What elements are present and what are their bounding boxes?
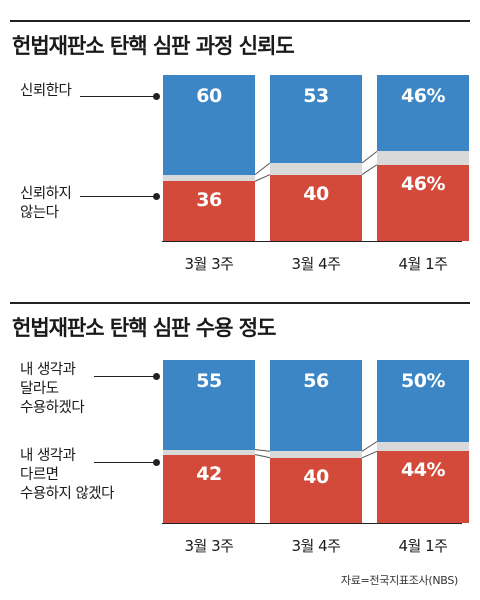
x-tick-label: 3월 4주 [291, 537, 341, 555]
legend-leader-line [80, 96, 155, 97]
bar-segment-gray [270, 451, 362, 458]
legend-label-line: 수용하겠다 [20, 400, 85, 416]
legend-dot [153, 93, 160, 100]
chart-title: 헌법재판소 탄핵 심판 수용 정도 [12, 316, 276, 340]
x-axis-line [162, 523, 462, 524]
legend-dot [153, 459, 160, 466]
bar-segment-red [163, 454, 255, 523]
bar-segment-red [163, 181, 255, 241]
data-label-red: 46% [401, 172, 445, 195]
bar-segment-gray [270, 162, 362, 175]
legend-dot [153, 373, 160, 380]
legend-dot [153, 193, 160, 200]
legend-leader-line [80, 196, 155, 197]
data-label-red: 36 [196, 189, 222, 212]
connector-red [254, 454, 271, 459]
data-label-red: 42 [196, 462, 222, 485]
bar-segment-red [377, 451, 469, 523]
legend-leader-line [93, 376, 155, 377]
legend-leader-line [93, 462, 155, 463]
bar-segment-red [270, 457, 362, 523]
x-tick-label: 4월 1주 [398, 537, 448, 555]
data-label-red: 40 [303, 465, 329, 488]
x-tick-label: 3월 3주 [184, 255, 234, 273]
legend-label-line: 내 생각과 [20, 362, 76, 378]
connector-red [361, 450, 378, 459]
bar-segment-red [270, 174, 362, 241]
chart-top-rule [10, 302, 470, 304]
bar-segment-blue [270, 75, 362, 163]
connector-blue [361, 441, 378, 452]
connector-blue [254, 162, 271, 175]
bar-segment-blue [163, 75, 255, 175]
data-label-blue: 60 [196, 85, 222, 107]
legend-label-line: 다르면 [20, 467, 59, 483]
x-tick-label: 3월 4주 [291, 255, 341, 273]
x-tick-label: 3월 3주 [184, 537, 234, 555]
legend-label-line: 수용하지 않겠다 [20, 486, 115, 502]
chart-top-rule [10, 20, 470, 22]
legend-label-line: 신뢰하지 [20, 186, 72, 202]
chart-title: 헌법재판소 탄핵 심판 과정 신뢰도 [12, 34, 295, 58]
data-label-blue: 55 [196, 370, 222, 392]
bar-segment-blue [270, 360, 362, 452]
bar-segment-blue [377, 360, 469, 442]
legend-label-line: 않는다 [20, 205, 59, 221]
data-label-red: 44% [401, 459, 445, 482]
connector-red [361, 164, 378, 176]
bar-segment-blue [377, 75, 469, 152]
connector-blue [361, 150, 378, 164]
bar-segment-red [377, 164, 469, 241]
legend-label-line: 신뢰한다 [20, 83, 72, 99]
data-label-red: 40 [303, 182, 329, 205]
data-label-blue: 56 [303, 370, 329, 392]
connector-red [254, 174, 271, 182]
data-label-blue: 46% [401, 85, 445, 107]
data-label-blue: 53 [303, 85, 329, 107]
legend-label-line: 달라도 [20, 381, 59, 397]
bar-segment-gray [163, 174, 255, 182]
x-tick-label: 4월 1주 [398, 255, 448, 273]
bar-segment-blue [163, 360, 255, 450]
bar-segment-gray [163, 449, 255, 455]
x-axis-line [162, 241, 462, 242]
bar-segment-gray [377, 151, 469, 165]
legend-label: 신뢰한다 [20, 82, 72, 101]
bar-segment-gray [377, 441, 469, 452]
source-note: 자료=전국지표조사(NBS) [340, 574, 458, 587]
connector-blue [254, 449, 271, 452]
data-label-blue: 50% [401, 370, 445, 392]
legend-label-line: 내 생각과 [20, 448, 76, 464]
